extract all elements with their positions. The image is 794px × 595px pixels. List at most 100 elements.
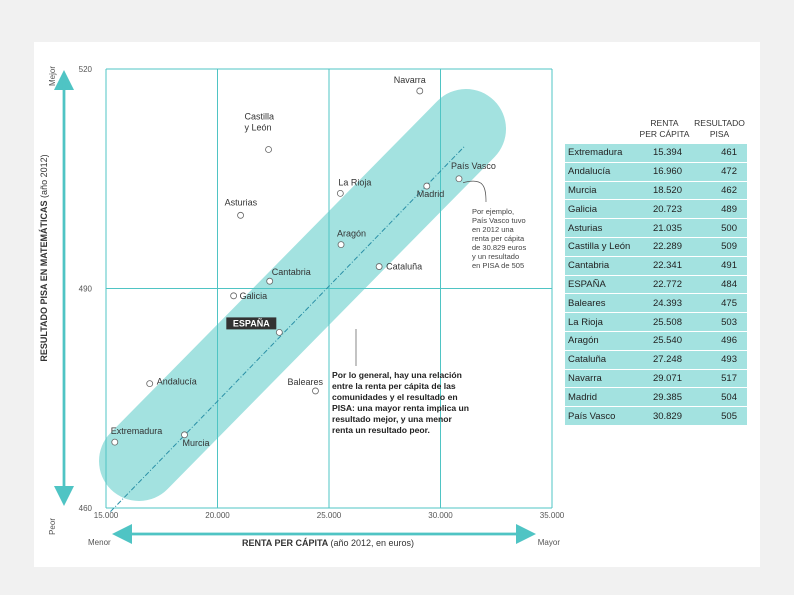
data-point bbox=[265, 146, 272, 153]
cell-pisa: 475 bbox=[692, 293, 747, 314]
table-row: Cataluña 27.248 493 bbox=[565, 350, 747, 370]
cell-pisa: 493 bbox=[692, 350, 747, 370]
cell-name: Cataluña bbox=[565, 350, 637, 370]
point-label: Aragón bbox=[337, 229, 366, 239]
data-point bbox=[237, 211, 244, 219]
cell-renta: 27.248 bbox=[637, 350, 692, 370]
data-point bbox=[275, 328, 283, 336]
point-label: ESPAÑA bbox=[233, 318, 270, 328]
x-tick-label: 15.000 bbox=[94, 511, 119, 520]
cell-renta: 24.393 bbox=[637, 293, 692, 314]
scatter-chart: 15.000 20.000 25.000 30.000 35.000 460 490 520 M… bbox=[39, 65, 564, 548]
point-label: Andalucía bbox=[157, 377, 197, 387]
y-low-label: Peor bbox=[48, 518, 57, 535]
cell-pisa: 489 bbox=[692, 199, 747, 220]
table-row: Aragón 25.540 496 bbox=[565, 331, 747, 351]
table-row: ESPAÑA 22.772 484 bbox=[565, 275, 747, 295]
summary-annotation: resultado mejor, y una menor bbox=[332, 414, 453, 424]
cell-renta: 21.035 bbox=[637, 218, 692, 238]
cell-name: Navarra bbox=[565, 369, 637, 389]
cell-pisa: 461 bbox=[692, 144, 747, 163]
data-point bbox=[423, 182, 431, 190]
cell-pisa: 496 bbox=[692, 331, 747, 351]
point-label: Cantabria bbox=[272, 267, 311, 277]
example-annotation: de 30.829 euros bbox=[472, 243, 526, 252]
cell-name: País Vasco bbox=[565, 406, 637, 426]
x-tick-label: 30.000 bbox=[428, 511, 453, 520]
table-row: Baleares 24.393 475 bbox=[565, 293, 747, 314]
example-annotation: y un resultado bbox=[472, 252, 519, 261]
cell-renta: 15.394 bbox=[637, 144, 692, 163]
data-point bbox=[312, 387, 319, 395]
data-point bbox=[416, 87, 424, 95]
point-label: País Vasco bbox=[451, 161, 496, 171]
table-row: Cantabria 22.341 491 bbox=[565, 256, 747, 276]
cell-pisa: 472 bbox=[692, 162, 747, 182]
cell-renta: 30.829 bbox=[637, 406, 692, 426]
table-row: Asturias 21.035 500 bbox=[565, 218, 747, 238]
summary-annotation: Por lo general, hay una relación bbox=[332, 370, 462, 380]
cell-renta: 25.540 bbox=[637, 331, 692, 351]
data-point bbox=[336, 189, 344, 197]
cell-name: Cantabria bbox=[565, 256, 637, 276]
data-point bbox=[455, 175, 463, 183]
point-label: La Rioja bbox=[338, 177, 371, 187]
y-high-label: Mejor bbox=[48, 66, 57, 86]
summary-annotation: PISA: una mayor renta implica un bbox=[332, 403, 469, 413]
header-pisa: RESULTADO PISA bbox=[694, 118, 745, 139]
data-point bbox=[181, 431, 188, 439]
x-tick-label: 35.000 bbox=[540, 511, 564, 520]
table-row: Murcia 18.520 462 bbox=[565, 181, 747, 201]
point-label: Cataluña bbox=[386, 262, 422, 272]
table-row: Navarra 29.071 517 bbox=[565, 369, 747, 389]
y-axis-title: RESULTADO PISA EN MATEMÁTICAS (año 2012) bbox=[39, 154, 49, 361]
point-label: Baleares bbox=[287, 377, 323, 387]
data-point bbox=[337, 241, 345, 249]
table-row: Castilla y León 22.289 509 bbox=[565, 237, 747, 257]
cell-renta: 29.385 bbox=[637, 387, 692, 408]
cell-pisa: 509 bbox=[692, 237, 747, 257]
data-point bbox=[146, 380, 154, 388]
cell-name: Castilla y León bbox=[565, 237, 637, 257]
cell-name: ESPAÑA bbox=[565, 275, 637, 295]
page: 15.000 20.000 25.000 30.000 35.000 460 490 520 M… bbox=[34, 42, 760, 567]
example-annotation: Por ejemplo, bbox=[472, 207, 514, 216]
point-label: Murcia bbox=[182, 438, 209, 448]
point-label: Madrid bbox=[417, 189, 445, 199]
cell-pisa: 500 bbox=[692, 218, 747, 238]
table-row: La Rioja 25.508 503 bbox=[565, 312, 747, 332]
x-tick-label: 25.000 bbox=[317, 511, 342, 520]
cell-renta: 22.341 bbox=[637, 256, 692, 276]
cell-pisa: 491 bbox=[692, 256, 747, 276]
table-row: Andalucía 16.960 472 bbox=[565, 162, 747, 182]
point-label: Extremadura bbox=[111, 426, 163, 436]
table-header: RENTA PER CÁPITA RESULTADO PISA bbox=[565, 118, 747, 144]
callout-line bbox=[462, 180, 487, 203]
cell-renta: 22.772 bbox=[637, 275, 692, 295]
cell-name: Galicia bbox=[565, 199, 637, 220]
table-row: Madrid 29.385 504 bbox=[565, 387, 747, 408]
point-label: Galicia bbox=[240, 291, 268, 301]
table-row: País Vasco 30.829 505 bbox=[565, 406, 747, 426]
cell-name: Aragón bbox=[565, 331, 637, 351]
cell-pisa: 462 bbox=[692, 181, 747, 201]
cell-name: Asturias bbox=[565, 218, 637, 238]
cell-renta: 18.520 bbox=[637, 181, 692, 201]
x-axis-title: RENTA PER CÁPITA (año 2012, en euros) bbox=[242, 538, 414, 548]
data-point bbox=[111, 438, 119, 446]
cell-name: Baleares bbox=[565, 293, 637, 314]
trend-band bbox=[98, 89, 506, 501]
espana-badge bbox=[226, 317, 277, 330]
cell-name: La Rioja bbox=[565, 312, 637, 332]
point-label: Castilla bbox=[245, 111, 275, 121]
cell-pisa: 517 bbox=[692, 369, 747, 389]
header-spacer bbox=[565, 118, 637, 144]
point-label: Navarra bbox=[394, 75, 426, 85]
header-renta: RENTA PER CÁPITA bbox=[639, 118, 690, 139]
example-annotation: en PISA de 505 bbox=[472, 261, 524, 270]
x-low-label: Menor bbox=[88, 538, 111, 547]
table-row: Galicia 20.723 489 bbox=[565, 199, 747, 220]
cell-pisa: 503 bbox=[692, 312, 747, 332]
data-point bbox=[375, 263, 383, 270]
cell-name: Extremadura bbox=[565, 144, 637, 163]
